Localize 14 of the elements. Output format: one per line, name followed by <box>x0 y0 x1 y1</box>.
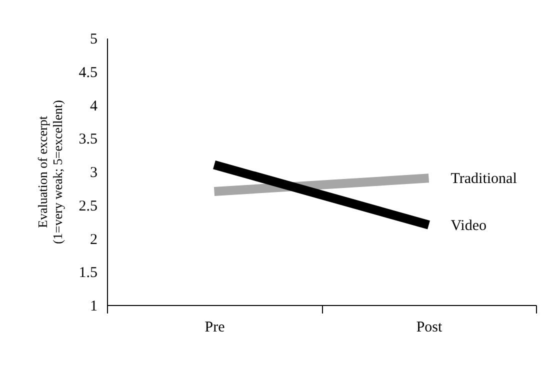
y-axis-title: Evaluation of excerpt (1=very weak; 5=excellent) <box>34 100 65 244</box>
y-tick-label: 5 <box>90 32 98 48</box>
y-tick-label: 3.5 <box>78 132 98 148</box>
series-label: Traditional <box>450 171 517 188</box>
y-tick-label: 3 <box>90 165 98 181</box>
y-tick-label: 2 <box>90 232 98 248</box>
x-tick-label: Post <box>416 320 443 336</box>
y-tick-label: 2.5 <box>78 198 98 214</box>
y-tick-label: 1.5 <box>78 265 98 282</box>
y-tick-label: 1 <box>90 298 98 314</box>
y-tick-label: 4.5 <box>78 64 98 81</box>
x-tick-label: Pre <box>204 320 226 336</box>
series-label: Video <box>450 218 487 234</box>
y-tick-label: 4 <box>90 98 98 114</box>
